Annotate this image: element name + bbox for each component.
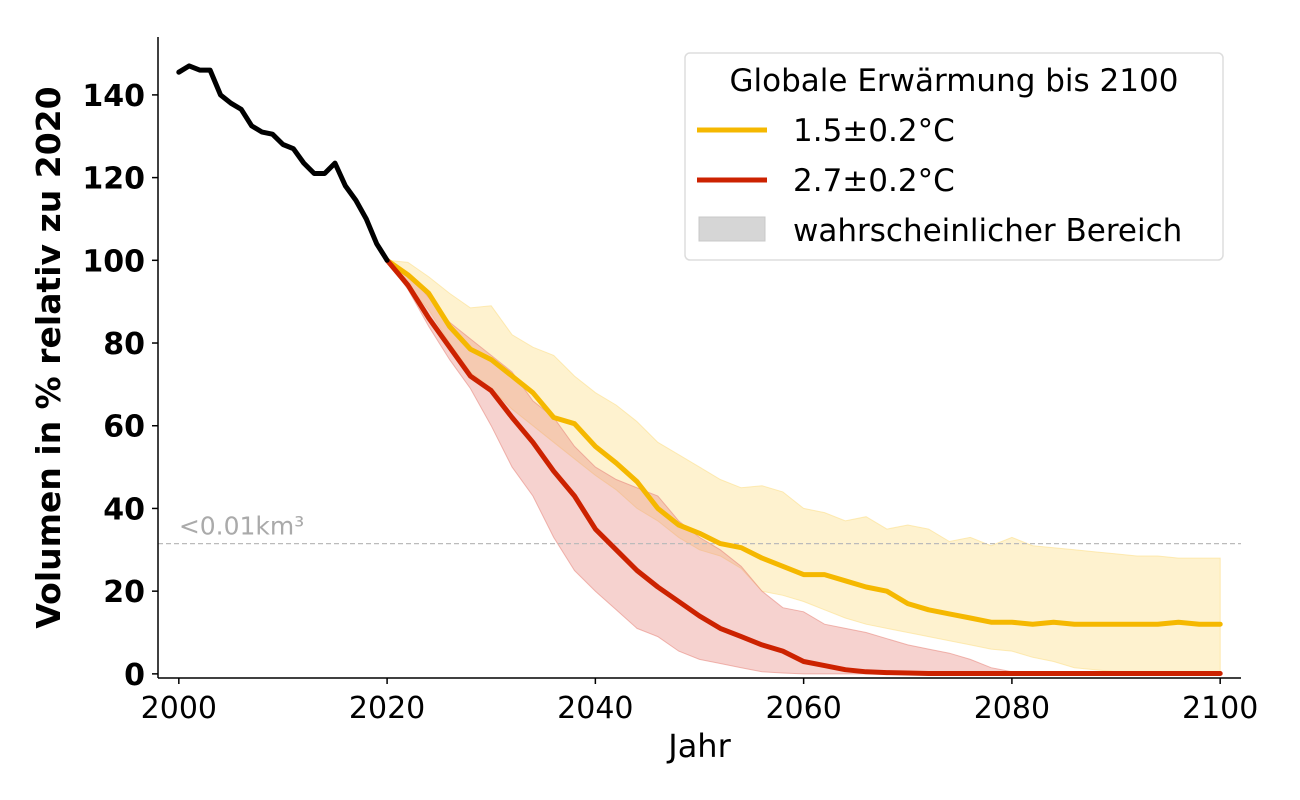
legend-frame bbox=[684, 52, 1224, 261]
y-tick-label: 0 bbox=[124, 658, 145, 693]
line-s27 bbox=[384, 257, 1223, 676]
line-historical bbox=[176, 63, 390, 263]
band-s15 bbox=[385, 259, 1221, 673]
threshold-label: <0.01km³ bbox=[179, 512, 304, 541]
uncertainty-bands bbox=[385, 259, 1221, 675]
y-tick-label: 120 bbox=[82, 162, 145, 197]
legend: Globale Erwärmung bis 2100 1.5±0.2°C 2.7… bbox=[684, 52, 1224, 261]
x-axis-label: Jahr bbox=[666, 727, 731, 765]
legend-title: Globale Erwärmung bis 2100 bbox=[730, 63, 1179, 99]
band-s27 bbox=[386, 259, 1221, 675]
series-lines bbox=[176, 63, 1223, 676]
x-tick-label: 2040 bbox=[557, 691, 633, 726]
x-tick-label: 2020 bbox=[349, 691, 425, 726]
y-tick-label: 40 bbox=[103, 492, 145, 527]
y-tick-label: 60 bbox=[103, 410, 145, 445]
y-tick-label: 140 bbox=[82, 79, 145, 114]
line-s15 bbox=[384, 257, 1223, 627]
legend-label-1-5: 1.5±0.2°C bbox=[793, 113, 955, 149]
legend-swatch-range bbox=[698, 216, 766, 242]
axes bbox=[157, 37, 1241, 679]
x-tick-label: 2100 bbox=[1182, 691, 1258, 726]
legend-label-range: wahrscheinlicher Bereich bbox=[793, 213, 1182, 249]
y-tick-label: 20 bbox=[103, 575, 145, 610]
y-axis-label: Volumen in % relativ zu 2020 bbox=[29, 86, 68, 628]
legend-label-2-7: 2.7±0.2°C bbox=[793, 163, 955, 199]
y-tick-label: 100 bbox=[82, 244, 145, 279]
x-tick-label: 2060 bbox=[765, 691, 841, 726]
x-tick-label: 2080 bbox=[974, 691, 1050, 726]
y-tick-label: 80 bbox=[103, 327, 145, 362]
x-tick-label: 2000 bbox=[141, 691, 217, 726]
